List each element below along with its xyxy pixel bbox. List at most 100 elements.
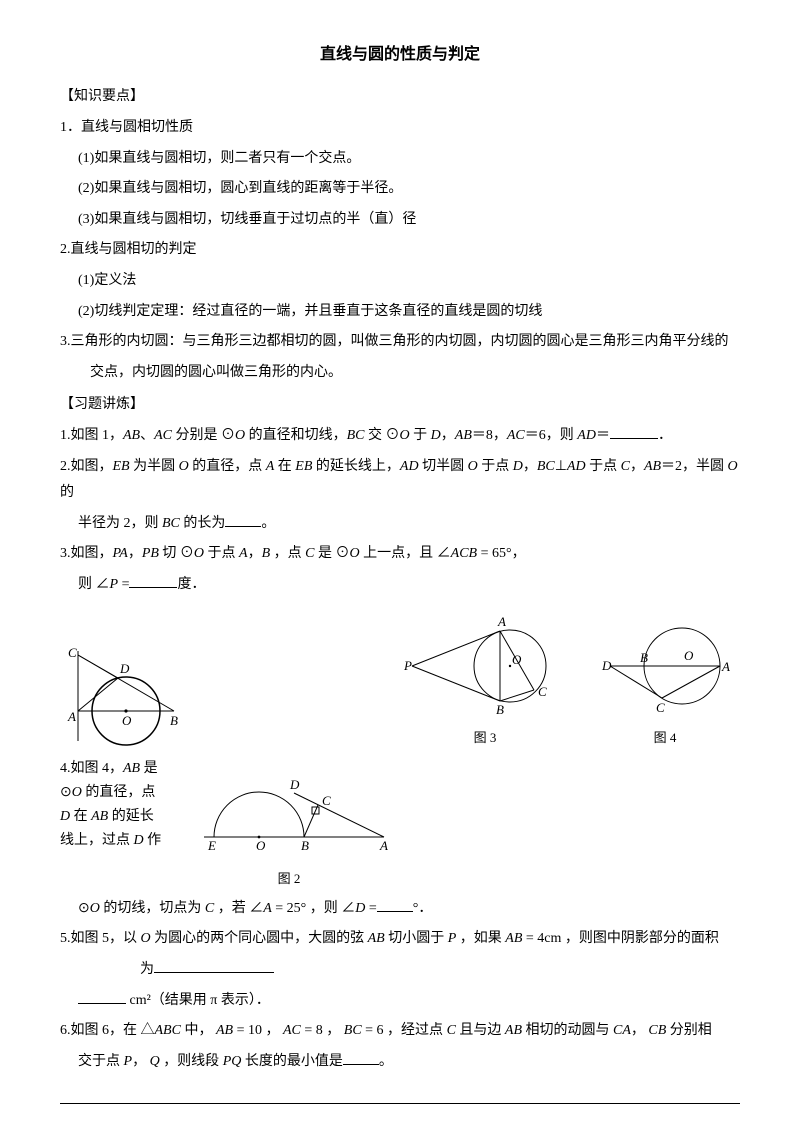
t: ＝2，半圆: [661, 459, 728, 474]
q6: 6.如图 6，在 △ABC 中， AB = 10 ， AC = 8 ， BC =…: [60, 1018, 740, 1045]
sym: CB: [648, 1023, 666, 1038]
t: 线上，过点: [60, 833, 134, 848]
blank: [225, 513, 261, 527]
sym: A: [263, 901, 272, 916]
q1: 1.如图 1，AB、AC 分别是 ⊙O 的直径和切线，BC 交 ⊙O 于 D，A…: [60, 423, 740, 450]
sym: BC: [162, 516, 180, 531]
blank: [129, 574, 177, 588]
q5-line3: cm²（结果用 π 表示）．: [60, 988, 740, 1015]
t: 。: [379, 1054, 393, 1069]
sym: O: [141, 931, 151, 946]
blank: [343, 1051, 379, 1065]
blank: [610, 425, 658, 439]
t: 4.如图 4，: [60, 761, 123, 776]
sym: O: [728, 459, 738, 474]
sym: AD: [577, 428, 596, 443]
fig3-caption: 图 3: [400, 726, 570, 751]
sym: A: [239, 546, 248, 561]
t: ＝8，: [472, 428, 507, 443]
sym: C: [621, 459, 630, 474]
svg-text:O: O: [122, 713, 132, 728]
t: 是: [140, 761, 158, 776]
k1: 1．直线与圆相切性质: [60, 115, 740, 142]
t: 中，: [181, 1023, 216, 1038]
t: 上一点，且 ∠: [360, 546, 451, 561]
sym: AB: [368, 931, 385, 946]
k3: 3.三角形的内切圆：与三角形三边都相切的圆，叫做三角形的内切圆，内切圆的圆心是三…: [60, 329, 740, 356]
t: ⊙: [78, 901, 90, 916]
sym: EB: [113, 459, 130, 474]
sym: AB: [123, 428, 140, 443]
k2b: (2)切线判定定理：经过直径的一端，并且垂直于这条直径的直线是圆的切线: [60, 299, 740, 326]
t: 且与边: [456, 1023, 505, 1038]
t: =: [118, 577, 129, 592]
sym: AD: [567, 459, 586, 474]
t: 于点: [478, 459, 513, 474]
sym: ABC: [155, 1023, 181, 1038]
svg-text:A: A: [497, 614, 506, 629]
knowledge-heading: 【知识要点】: [60, 84, 740, 111]
blank: [154, 959, 274, 973]
svg-text:B: B: [301, 838, 309, 853]
t: ，如果: [456, 931, 505, 946]
t: 为半圆: [130, 459, 179, 474]
sym: AB: [216, 1023, 233, 1038]
q5-line2: 为: [60, 957, 740, 984]
svg-text:O: O: [256, 838, 266, 853]
sym: BC: [344, 1023, 362, 1038]
svg-text:B: B: [640, 650, 648, 665]
sym: EB: [295, 459, 312, 474]
sym: D: [513, 459, 523, 474]
svg-text:C: C: [538, 684, 547, 699]
t: 的直径，点: [189, 459, 266, 474]
t: 交 ⊙: [365, 428, 400, 443]
fig2-caption: 图 2: [184, 867, 394, 892]
sym: AB: [505, 931, 522, 946]
sym: AB: [455, 428, 472, 443]
sym: D: [355, 901, 365, 916]
t: 分别相: [666, 1023, 712, 1038]
sym: PB: [142, 546, 159, 561]
t: ，: [132, 1054, 150, 1069]
t: = 6 ，经过点: [362, 1023, 447, 1038]
blank: [78, 990, 126, 1004]
t: ＝6，则: [525, 428, 578, 443]
svg-text:D: D: [601, 658, 612, 673]
t: ，: [630, 459, 644, 474]
sym: AB: [91, 809, 108, 824]
t: ，: [523, 459, 537, 474]
sym: P: [124, 1054, 133, 1069]
figure-2: EOBADC 图 2: [184, 757, 394, 892]
k1b: (2)如果直线与圆相切，圆心到直线的距离等于半径。: [60, 176, 740, 203]
figure-3: PABCO 图 3: [400, 606, 570, 751]
sym: D: [134, 833, 144, 848]
t: 于: [410, 428, 431, 443]
t: 1.如图 1，: [60, 428, 123, 443]
sym: D: [431, 428, 441, 443]
t: ＝: [596, 428, 610, 443]
t: 则 ∠: [78, 577, 110, 592]
t: 在: [70, 809, 91, 824]
svg-text:D: D: [289, 777, 300, 792]
t: 的: [60, 485, 74, 500]
sym: AC: [154, 428, 172, 443]
svg-text:O: O: [684, 648, 694, 663]
k2: 2.直线与圆相切的判定: [60, 237, 740, 264]
t: = 25° ，则 ∠: [272, 901, 356, 916]
figure-4: DBOAC 图 4: [590, 616, 740, 751]
sym: ACB: [451, 546, 477, 561]
t: 为: [140, 962, 154, 977]
fig4-caption: 图 4: [590, 726, 740, 751]
t: 于点: [204, 546, 239, 561]
q3-line2: 则 ∠P =度．: [60, 572, 740, 599]
sym: B: [262, 546, 271, 561]
sym: AB: [123, 761, 140, 776]
t: 的切线，切点为: [100, 901, 205, 916]
svg-text:C: C: [322, 793, 331, 808]
t: 于点: [586, 459, 621, 474]
k1c: (3)如果直线与圆相切，切线垂直于过切点的半（直）径: [60, 207, 740, 234]
t: 。: [261, 516, 275, 531]
t: 的延长: [108, 809, 154, 824]
t: 3.如图，: [60, 546, 113, 561]
t: ，: [248, 546, 262, 561]
